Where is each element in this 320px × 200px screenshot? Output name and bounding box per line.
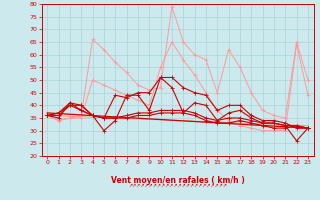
Text: ↗↗↗↗↗↗↗↗↗↗↗↗↗↗↗↗↗↗↗↗↗↗↗↗: ↗↗↗↗↗↗↗↗↗↗↗↗↗↗↗↗↗↗↗↗↗↗↗↗: [128, 183, 227, 188]
X-axis label: Vent moyen/en rafales ( km/h ): Vent moyen/en rafales ( km/h ): [111, 176, 244, 185]
